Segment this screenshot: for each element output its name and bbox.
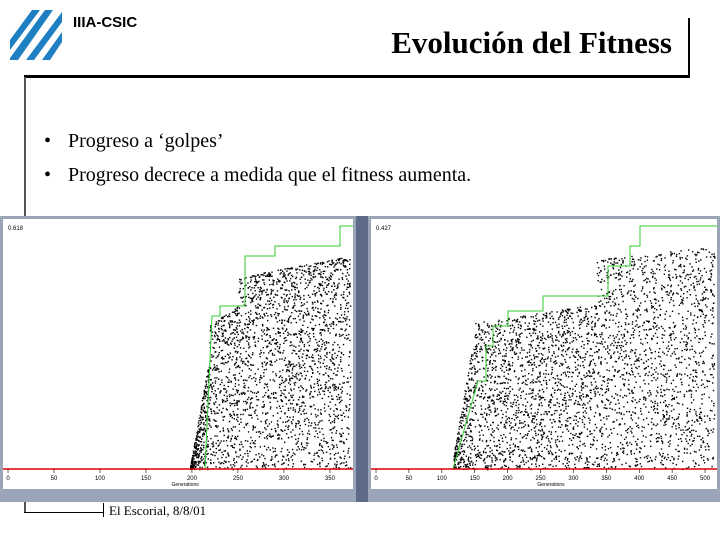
fitness-plot-right: 0.427 0 50 100 150 200 250 300 350 400 450 500 Gener…	[368, 216, 720, 502]
bullet-list: • Progreso a ‘golpes’ • Progreso decrece a…	[44, 124, 471, 192]
x-tick-label: 50	[406, 476, 413, 482]
footer-rule	[24, 512, 104, 513]
fitness-plot-left-svg: 0.618 0 50 100 150 200 250 300 350 Generations	[3, 219, 353, 489]
x-tick-label: 400	[634, 476, 645, 482]
scatter-points	[453, 248, 716, 471]
bullet-item: • Progreso decrece a medida que el fitnes…	[44, 164, 472, 186]
x-tick-label: 100	[95, 476, 106, 482]
x-tick-label: 0	[374, 476, 378, 482]
fitness-plot-left: 0.618 0 50 100 150 200 250 300 350 Generations	[0, 216, 356, 502]
x-tick-label: 250	[536, 476, 547, 482]
x-tick-label: 0	[6, 476, 10, 482]
best-fitness-line	[204, 225, 353, 470]
bullet-text: Progreso a ‘golpes’	[68, 130, 224, 152]
x-axis-label: Generations	[537, 482, 565, 488]
plot-top-value: 0.427	[376, 226, 392, 232]
slide-title: Evolución del Fitness	[391, 25, 672, 60]
x-tick-label: 100	[437, 476, 448, 482]
x-tick-label: 250	[233, 476, 244, 482]
title-underline	[24, 75, 688, 78]
bullet-item: • Progreso a ‘golpes’	[44, 130, 224, 152]
x-tick-label: 150	[141, 476, 152, 482]
footer-text: El Escorial, 8/8/01	[109, 503, 207, 518]
org-name: IIIA-CSIC	[73, 14, 138, 31]
x-tick-label: 50	[51, 476, 58, 482]
x-tick-label: 450	[667, 476, 678, 482]
x-tick-label: 150	[470, 476, 481, 482]
plot-top-value: 0.618	[8, 226, 24, 232]
footer-tick	[103, 503, 104, 517]
x-tick-label: 350	[325, 476, 336, 482]
x-tick-label: 350	[601, 476, 612, 482]
plot-area	[3, 219, 353, 489]
x-tick-label: 200	[503, 476, 514, 482]
best-fitness-line	[452, 225, 717, 470]
x-tick-label: 300	[279, 476, 290, 482]
fitness-plot-right-svg: 0.427 0 50 100 150 200 250 300 350 400 450 500 Gener…	[371, 219, 717, 489]
x-tick-label: 200	[187, 476, 198, 482]
bullet-text: Progreso decrece a medida que el fitness…	[68, 164, 472, 186]
x-axis-label: Generations	[171, 482, 199, 488]
plot-divider	[356, 216, 368, 502]
x-tick-label: 500	[700, 476, 711, 482]
title-right-rule	[688, 18, 690, 78]
plot-area	[371, 219, 717, 489]
iiia-logo-icon	[10, 10, 62, 60]
x-tick-label: 300	[568, 476, 579, 482]
scatter-points	[190, 257, 352, 471]
